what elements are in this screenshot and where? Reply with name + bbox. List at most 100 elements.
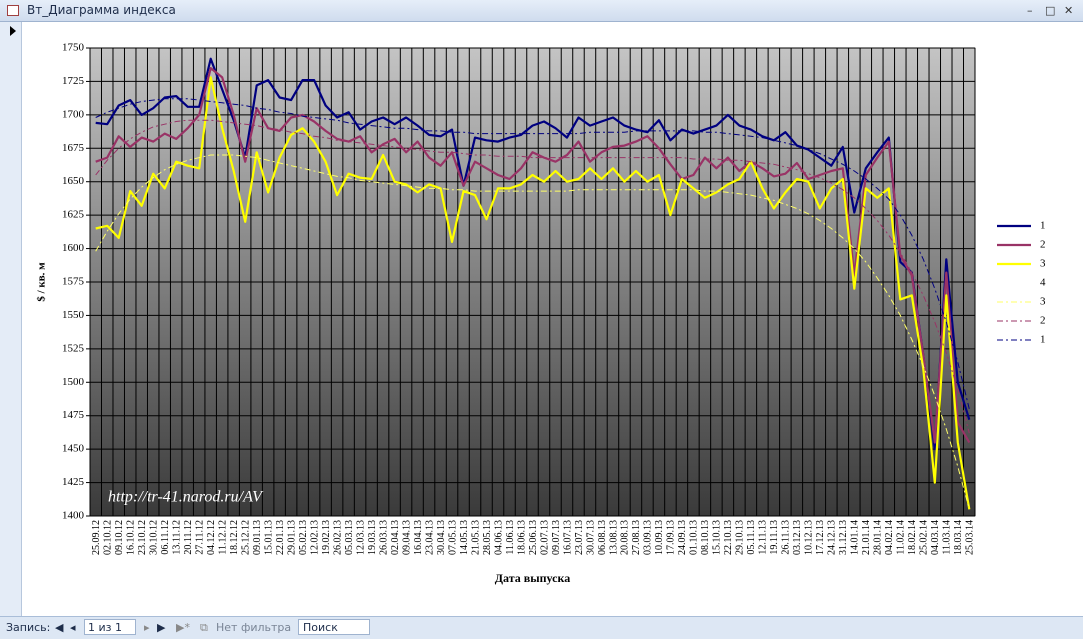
record-position[interactable]: 1 из 1 [84, 619, 136, 635]
x-tick-label: 23.10.12 [137, 520, 148, 555]
x-tick-label: 06.08.13 [597, 520, 608, 555]
form-icon [7, 5, 19, 16]
x-tick-label: 11.02.14 [896, 520, 907, 555]
x-tick-label: 12.11.13 [758, 520, 769, 555]
record-selector[interactable] [0, 22, 22, 616]
legend-label: 4 [1040, 277, 1046, 289]
x-tick-label: 17.12.13 [815, 520, 826, 555]
navigation-bar: Запись: ◀ ◂ 1 из 1 ▸ ▶ ▶* ⧉ Нет фильтра … [0, 616, 1083, 639]
x-tick-label: 12.02.13 [309, 520, 320, 555]
y-tick-label: 1625 [62, 209, 85, 221]
window-title: Вт_Диаграмма индекса [27, 3, 176, 17]
x-tick-label: 12.03.13 [355, 520, 366, 555]
trend-line [95, 119, 970, 434]
x-tick-label: 25.06.13 [528, 520, 539, 555]
x-tick-label: 09.10.12 [114, 520, 125, 555]
first-record[interactable]: ◀ [55, 621, 64, 634]
x-tick-label: 15.01.13 [263, 520, 274, 555]
record-label: Запись: [6, 621, 51, 634]
search-box[interactable]: Поиск [298, 619, 370, 635]
x-tick-label: 05.03.13 [344, 520, 355, 555]
x-tick-label: 25.02.14 [919, 520, 930, 555]
x-tick-label: 04.06.13 [493, 520, 504, 555]
x-tick-label: 21.05.13 [470, 520, 481, 555]
y-tick-label: 1450 [62, 443, 85, 455]
series-line [95, 67, 971, 444]
x-tick-label: 28.05.13 [482, 520, 493, 555]
x-tick-label: 25.12.12 [240, 520, 251, 555]
y-axis-label: $ / кв. м [36, 262, 48, 302]
x-tick-label: 09.01.13 [252, 520, 263, 555]
y-tick-label: 1575 [62, 276, 85, 288]
y-tick-label: 1700 [62, 108, 85, 120]
x-tick-label: 08.10.13 [700, 520, 711, 555]
record-arrow [10, 26, 16, 36]
legend-label: 2 [1040, 315, 1046, 327]
x-tick-label: 07.05.13 [447, 520, 458, 555]
x-tick-label: 11.06.13 [505, 520, 516, 555]
x-tick-label: 09.04.13 [401, 520, 412, 555]
x-tick-label: 15.10.13 [712, 520, 723, 555]
y-tick-label: 1525 [62, 342, 85, 354]
x-tick-label: 28.01.14 [873, 520, 884, 555]
legend-label: 1 [1040, 334, 1046, 346]
minimize-button[interactable]: – [1027, 4, 1033, 17]
x-tick-label: 10.12.13 [804, 520, 815, 555]
x-tick-label: 27.08.13 [631, 520, 642, 555]
x-tick-label: 13.08.13 [608, 520, 619, 555]
x-tick-label: 13.11.12 [171, 520, 182, 555]
close-button[interactable]: ✕ [1064, 4, 1074, 17]
x-tick-label: 18.02.14 [907, 520, 918, 555]
x-tick-label: 25.03.14 [965, 520, 976, 555]
x-tick-label: 25.09.12 [91, 520, 102, 555]
y-tick-label: 1500 [62, 376, 85, 388]
x-tick-label: 05.02.13 [298, 520, 309, 555]
x-tick-label: 29.10.13 [735, 520, 746, 555]
x-tick-label: 20.08.13 [620, 520, 631, 555]
y-tick-label: 1600 [62, 242, 85, 254]
x-tick-label: 22.01.13 [275, 520, 286, 555]
chart: 1400 1425 1450 1475 1500 1525 1550 1575 1600 1625… [22, 22, 1070, 616]
y-tick-label: 1400 [62, 510, 85, 522]
x-tick-label: 30.07.13 [585, 520, 596, 555]
x-tick-label: 30.04.13 [436, 520, 447, 555]
y-tick-label: 1550 [62, 309, 85, 321]
x-tick-label: 18.06.13 [516, 520, 527, 555]
x-tick-label: 02.07.13 [539, 520, 550, 555]
trend-line [95, 154, 970, 510]
x-tick-label: 18.03.14 [953, 520, 964, 555]
x-tick-label: 04.02.14 [884, 520, 895, 555]
x-tick-label: 19.02.13 [321, 520, 332, 555]
filter-status[interactable]: Нет фильтра [216, 621, 292, 634]
watermark: http://tr-41.narod.ru/AV [108, 489, 264, 506]
legend-label: 2 [1040, 239, 1046, 251]
y-tick-label: 1475 [62, 409, 85, 421]
x-tick-label: 24.12.13 [827, 520, 838, 555]
x-tick-label: 03.12.13 [792, 520, 803, 555]
next-record[interactable]: ▸ [144, 621, 150, 634]
x-tick-label: 03.09.13 [643, 520, 654, 555]
x-tick-label: 17.09.13 [666, 520, 677, 555]
legend-label: 3 [1040, 296, 1046, 308]
prev-record[interactable]: ◂ [70, 621, 76, 634]
x-axis-label: Дата выпуска [495, 571, 570, 585]
series-line [95, 76, 971, 510]
x-tick-label: 16.07.13 [562, 520, 573, 555]
x-tick-label: 18.12.12 [229, 520, 240, 555]
x-tick-label: 23.07.13 [574, 520, 585, 555]
x-tick-label: 24.09.13 [677, 520, 688, 555]
maximize-button[interactable]: □ [1045, 4, 1056, 17]
last-record[interactable]: ▶ [157, 621, 166, 634]
legend-label: 1 [1040, 220, 1046, 232]
y-tick-label: 1650 [62, 175, 85, 187]
x-tick-label: 20.11.12 [183, 520, 194, 555]
x-tick-label: 29.01.13 [286, 520, 297, 555]
x-tick-label: 04.03.14 [930, 520, 941, 555]
legend-label: 3 [1040, 258, 1046, 270]
x-tick-label: 16.04.13 [413, 520, 424, 555]
x-tick-label: 26.02.13 [332, 520, 343, 555]
x-tick-label: 01.10.13 [689, 520, 700, 555]
new-record[interactable]: ▶* [176, 621, 190, 634]
x-tick-label: 16.10.12 [126, 520, 137, 555]
